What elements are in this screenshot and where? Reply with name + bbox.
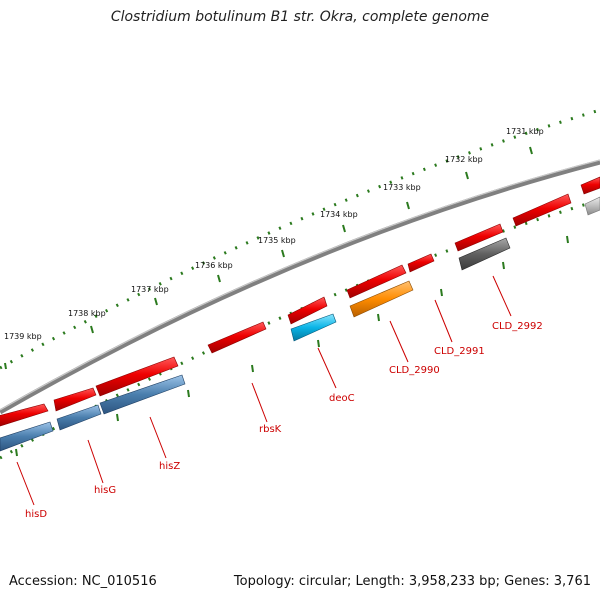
reverse-genes [0, 196, 600, 452]
gene-arrow [53, 387, 97, 412]
gene-label-deoC: deoC [329, 393, 355, 404]
forward-genes [0, 176, 600, 427]
scale-label-1735: 1735 kbp [258, 236, 296, 245]
gene-arrow [580, 176, 600, 195]
gene-label-CLD_2990: CLD_2990 [389, 365, 440, 376]
map-title: Clostridium botulinum B1 str. Okra, comp… [110, 9, 490, 25]
gene-label-hisZ: hisZ [159, 461, 180, 472]
gene-label-hisD: hisD [25, 509, 47, 520]
scale-label-1734: 1734 kbp [320, 210, 358, 219]
scale-labels: 1739 kbp 1738 kbp 1737 kbp 1736 kbp 1735… [4, 127, 544, 341]
major-ticks-inner [15, 235, 569, 457]
gene-arrow [346, 264, 407, 299]
gene-arrow [512, 193, 572, 227]
gene-arrow [0, 403, 49, 427]
scale-ring-outer [0, 108, 600, 370]
genome-summary-text: Topology: circular; Length: 3,958,233 bp… [233, 574, 591, 589]
scale-label-1732: 1732 kbp [445, 155, 483, 164]
accession-text: Accession: NC_010516 [9, 574, 157, 589]
scale-label-1739: 1739 kbp [4, 332, 42, 341]
gene-label-rbsK: rbsK [259, 424, 282, 435]
scale-label-1738: 1738 kbp [68, 309, 106, 318]
gene-labels: hisD hisG hisZ rbsK deoC CLD_2990 CLD_29… [25, 321, 543, 520]
gene-label-CLD_2992: CLD_2992 [492, 321, 543, 332]
major-ticks-outer [4, 146, 533, 370]
gene-arrow [207, 321, 267, 354]
scale-label-1736: 1736 kbp [195, 261, 233, 270]
gene-arrow [407, 253, 435, 273]
gene-arrow [95, 356, 179, 397]
scale-label-1731: 1731 kbp [506, 127, 544, 136]
gene-hisD [0, 421, 54, 452]
gene-arrow [287, 296, 328, 325]
scale-label-1737: 1737 kbp [131, 285, 169, 294]
gene-label-hisG: hisG [94, 485, 116, 496]
gene-deoC [290, 313, 337, 342]
gene-label-CLD_2991: CLD_2991 [434, 346, 485, 357]
label-lines [16, 275, 512, 506]
gene-hisG [56, 404, 102, 431]
gene-hisZ [99, 374, 186, 415]
gene-CLD_2990 [349, 280, 414, 318]
gene-unknown [584, 196, 600, 216]
genome-backbone-highlight [0, 159, 600, 411]
gene-CLD_2992 [458, 237, 511, 271]
genome-backbone [0, 159, 600, 415]
gene-arrow [454, 223, 504, 252]
scale-label-1733: 1733 kbp [383, 183, 421, 192]
